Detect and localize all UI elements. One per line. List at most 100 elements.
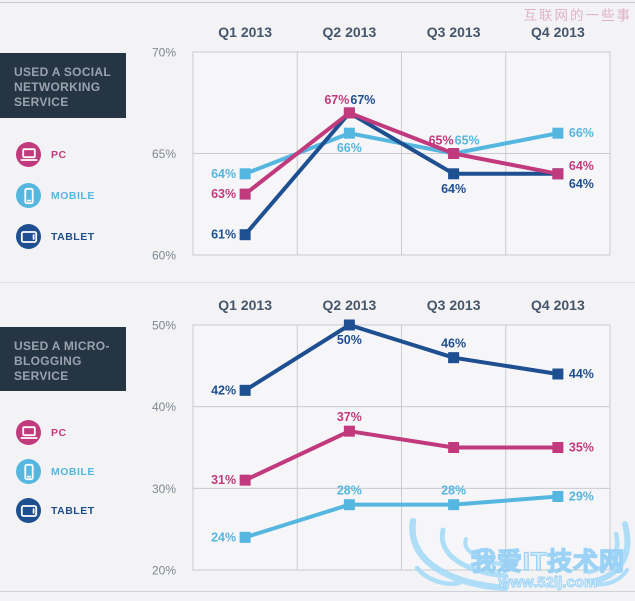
legend-label: MOBILE <box>51 189 95 202</box>
mobile-icon <box>16 459 41 484</box>
series-line <box>243 110 559 196</box>
legend-item-tablet: TABLET <box>16 498 166 523</box>
chart2-legend: PC MOBILE TABLET <box>16 420 166 537</box>
value-label: 66% <box>569 126 594 140</box>
chart1-title: USED A SOCIAL NETWORKING SERVICE <box>0 53 126 118</box>
series-pc: 63% 67% 65% 64% <box>211 93 594 201</box>
series-line <box>243 110 558 237</box>
data-point-marker <box>239 229 251 241</box>
data-point-marker <box>239 384 251 396</box>
legend-item-mobile: MOBILE <box>16 183 166 208</box>
data-point-marker <box>343 319 355 331</box>
value-label: 31% <box>211 473 236 487</box>
watermark-url: www.52ij.com <box>498 574 598 592</box>
series-mobile: 24% 28% 28% 29% <box>211 484 594 545</box>
value-label: 67% <box>324 93 349 107</box>
series-line <box>244 494 559 540</box>
chart2-title: USED A MICRO- BLOGGING SERVICE <box>0 327 126 391</box>
chart2-title-line: SERVICE <box>14 369 69 383</box>
legend-label: PC <box>51 148 67 161</box>
series-pc: 31% 37% 35% <box>211 410 594 487</box>
value-label: 50% <box>337 333 362 347</box>
pc-icon <box>16 420 41 445</box>
legend-label: TABLET <box>51 230 95 243</box>
data-point-marker <box>448 168 460 180</box>
top-border-line <box>0 2 635 3</box>
chart-1: Q1 2013 Q2 2013 Q3 2013 Q4 2013 70% 65% 60% 64%… <box>152 24 611 263</box>
data-point-marker <box>448 148 460 159</box>
quarter-header: Q1 2013 <box>218 297 272 313</box>
data-point-marker <box>343 499 355 511</box>
value-label: 64% <box>441 182 466 196</box>
quarter-header: Q3 2013 <box>427 297 481 313</box>
value-label: 64% <box>569 159 594 173</box>
y-axis-tick: 20% <box>152 564 176 578</box>
data-point-marker <box>343 127 355 139</box>
data-point-marker <box>448 352 460 364</box>
data-point-marker <box>239 531 251 543</box>
data-point-marker <box>239 168 251 180</box>
value-label: 46% <box>441 337 466 351</box>
watermark-bottom: 我爱IT技术网 www.52ij.com <box>393 518 635 601</box>
value-label: 61% <box>211 228 236 242</box>
watermark-site-name: 互联网的一些事 <box>523 8 632 23</box>
value-label: 42% <box>211 383 236 397</box>
series-tablet: 42% 50% 46% 44% <box>211 319 594 397</box>
quarter-header: Q3 2013 <box>427 24 481 40</box>
y-axis-tick: 60% <box>152 249 176 263</box>
chart1-title-line: USED A SOCIAL <box>14 65 112 79</box>
value-label: 64% <box>211 167 236 181</box>
value-label: 28% <box>337 484 362 498</box>
series-line <box>244 323 559 393</box>
data-point-marker <box>552 127 564 139</box>
value-label: 67% <box>350 93 375 107</box>
chart2-title-line: USED A MICRO- <box>14 339 110 353</box>
quarter-header: Q2 2013 <box>323 297 377 313</box>
chart1-title-line: NETWORKING <box>14 80 101 94</box>
value-label: 37% <box>337 410 362 424</box>
bottom-border-line <box>0 591 635 592</box>
data-point-marker <box>239 188 251 200</box>
y-axis-tick: 50% <box>152 319 176 333</box>
data-point-marker <box>343 107 355 119</box>
data-point-marker <box>448 499 460 511</box>
legend-label: TABLET <box>51 504 95 517</box>
legend-item-pc: PC <box>16 420 166 445</box>
data-point-marker <box>239 474 251 486</box>
value-label: 29% <box>569 490 594 504</box>
data-point-marker <box>552 368 564 380</box>
pc-icon <box>16 142 41 167</box>
wings-icon <box>409 518 631 592</box>
legend-item-mobile: MOBILE <box>16 459 166 484</box>
watermark-title: 我爱IT技术网 <box>470 547 626 576</box>
value-label: 64% <box>569 177 594 191</box>
value-label: 65% <box>455 134 480 148</box>
value-label: 28% <box>441 484 466 498</box>
quarter-header: Q4 2013 <box>531 297 585 313</box>
quarter-header: Q4 2013 <box>531 24 585 40</box>
data-point-marker <box>552 491 564 502</box>
value-label: 24% <box>211 530 236 544</box>
y-axis-tick: 65% <box>152 147 176 161</box>
tablet-icon <box>16 224 41 249</box>
value-label: 35% <box>569 441 594 455</box>
value-label: 44% <box>569 367 594 381</box>
tablet-icon <box>16 498 41 523</box>
legend-label: PC <box>51 426 67 439</box>
quarter-header: Q1 2013 <box>218 24 272 40</box>
mobile-icon <box>16 183 41 208</box>
chart1-title-line: SERVICE <box>14 95 69 109</box>
y-axis-tick: 30% <box>152 482 176 496</box>
section-divider-line <box>0 282 635 283</box>
series-line <box>244 429 558 482</box>
chart-2: Q1 2013 Q2 2013 Q3 2013 Q4 2013 50% 40% 30% 20%… <box>152 297 611 578</box>
legend-label: MOBILE <box>51 465 95 478</box>
value-label: 63% <box>211 187 236 201</box>
legend-item-pc: PC <box>16 142 166 167</box>
data-point-marker <box>343 425 355 437</box>
quarter-header: Q2 2013 <box>323 24 377 40</box>
y-axis-tick: 70% <box>152 46 176 60</box>
data-point-marker <box>552 442 564 453</box>
legend-item-tablet: TABLET <box>16 224 166 249</box>
